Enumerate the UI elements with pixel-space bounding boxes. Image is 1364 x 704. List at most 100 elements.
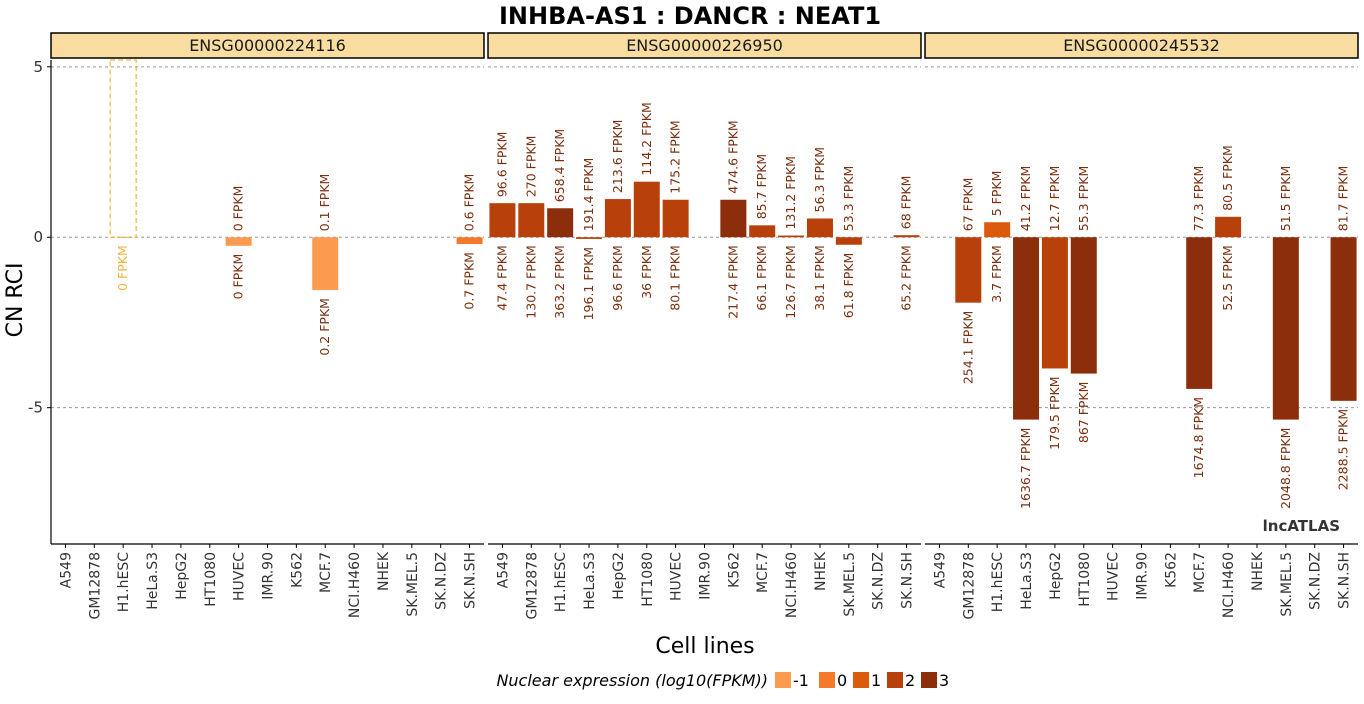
- legend-item: 2: [887, 671, 915, 690]
- bar-bottom-label: 38.1 FPKM: [812, 245, 827, 311]
- bar-top-label: 175.2 FPKM: [668, 120, 683, 193]
- x-tick-label: IMR.90: [1135, 552, 1151, 600]
- bar-top-label: 12.7 FPKM: [1047, 166, 1062, 232]
- bar-bottom-label: 2048.8 FPKM: [1278, 428, 1293, 509]
- bar-bottom-label: 217.4 FPKM: [725, 245, 740, 318]
- x-tick-label: SK.MEL.5: [842, 552, 858, 617]
- x-tick-label: SK.N.DZ: [871, 552, 887, 610]
- x-tick-label: IMR.90: [698, 552, 714, 600]
- bar: [518, 203, 545, 238]
- bar-bottom-label: 130.7 FPKM: [523, 245, 538, 318]
- legend-item: 3: [921, 671, 949, 690]
- y-tick-label: 0: [33, 228, 43, 246]
- x-tick-label: MCF.7: [1192, 552, 1208, 593]
- legend-label: 3: [939, 671, 949, 690]
- bar-top-label: 114.2 FPKM: [639, 102, 654, 175]
- y-tick-label: -5: [28, 399, 43, 417]
- y-axis-label: CN RCI: [3, 263, 28, 338]
- bar-top-label: 131.2 FPKM: [783, 156, 798, 229]
- bar: [633, 181, 660, 238]
- x-tick-label: HT1080: [1077, 552, 1093, 607]
- bar-bottom-label: 65.2 FPKM: [899, 245, 914, 311]
- bar-top-label: 53.3 FPKM: [841, 166, 856, 232]
- bar-top-label: 213.6 FPKM: [610, 120, 625, 193]
- bar: [576, 237, 603, 239]
- x-tick-label: SK.N.SH: [1337, 552, 1353, 609]
- bar: [955, 237, 982, 303]
- strip-label: ENSG00000226950: [626, 36, 783, 55]
- legend-swatch: [853, 672, 869, 688]
- bar: [456, 237, 483, 245]
- bar-top-label: 81.7 FPKM: [1336, 166, 1351, 232]
- bar-top-label: 0.1 FPKM: [317, 174, 332, 232]
- bar-bottom-label: 179.5 FPKM: [1047, 376, 1062, 449]
- bar-bottom-label: 126.7 FPKM: [783, 245, 798, 318]
- x-tick-label: NCI.H460: [784, 552, 800, 618]
- bar-top-label: 67 FPKM: [960, 178, 975, 232]
- panel-1: ENSG00000224116 5 0 -5 A549 GM12878 H1.hESC HeL…: [28, 32, 485, 619]
- bar-bottom-label: 61.8 FPKM: [841, 253, 856, 319]
- bar: [749, 225, 776, 238]
- bar: [547, 208, 574, 238]
- x-tick-label: SK.N.SH: [463, 552, 479, 609]
- bar-top-label: 658.4 FPKM: [552, 129, 567, 202]
- panels: ENSG00000224116 5 0 -5 A549 GM12878 H1.hESC HeL…: [28, 32, 1359, 619]
- legend-item: 0: [819, 671, 847, 690]
- bar: [1013, 237, 1040, 420]
- bar-top-label: 77.3 FPKM: [1191, 166, 1206, 232]
- x-tick-label: HT1080: [203, 552, 219, 607]
- bar: [489, 203, 516, 238]
- bar-top-label: 96.6 FPKM: [494, 132, 509, 198]
- bar: [893, 235, 920, 238]
- x-tick-label: GM12878: [524, 552, 540, 619]
- bar-bottom-label: 52.5 FPKM: [1220, 245, 1235, 311]
- bar-top-label: 55.3 FPKM: [1076, 166, 1091, 232]
- strip-label: ENSG00000245532: [1063, 36, 1220, 55]
- x-tick-label: NHEK: [813, 551, 829, 591]
- x-tick-label: K562: [726, 552, 742, 588]
- strip-label: ENSG00000224116: [189, 36, 346, 55]
- x-tick-label: A549: [932, 552, 948, 588]
- x-tick-label: HUVEC: [1106, 552, 1122, 601]
- x-tick-label: H1.hESC: [990, 552, 1006, 612]
- x-tick-label: MCF.7: [318, 552, 334, 593]
- x-tick-label: HepG2: [611, 552, 627, 600]
- x-tick-label: K562: [1163, 552, 1179, 588]
- bar: [604, 199, 631, 238]
- legend-title: Nuclear expression (log10(FPKM)): [496, 671, 768, 690]
- bar-bottom-label: 1674.8 FPKM: [1191, 397, 1206, 478]
- chart-title: INHBA-AS1 : DANCR : NEAT1: [499, 2, 881, 30]
- bar: [984, 222, 1011, 238]
- x-tick-label: H1.hESC: [116, 552, 132, 612]
- bar: [835, 237, 862, 245]
- bar-top-label: 68 FPKM: [899, 176, 914, 230]
- bar-top-label: 270 FPKM: [523, 136, 538, 198]
- bar-bottom-label: 0.7 FPKM: [462, 252, 477, 310]
- bar-bottom-label: 47.4 FPKM: [494, 245, 509, 311]
- bar: [806, 218, 833, 238]
- legend-swatch: [819, 672, 835, 688]
- bar-bottom-label: 66.1 FPKM: [754, 245, 769, 311]
- strip-box: [487, 32, 922, 59]
- bar: [1041, 237, 1068, 369]
- bar-bottom-label: 96.6 FPKM: [610, 245, 625, 311]
- bar-bottom-label: 196.1 FPKM: [581, 247, 596, 320]
- legend-label: -1: [793, 671, 809, 690]
- x-tick-label: GM12878: [961, 552, 977, 619]
- bar: [662, 199, 689, 238]
- x-tick-label: HeLa.S3: [145, 552, 161, 610]
- bar-top-label: 0.6 FPKM: [462, 174, 477, 232]
- x-tick-label: NCI.H460: [1221, 552, 1237, 618]
- legend-label: 1: [871, 671, 881, 690]
- bar-bottom-label: 1636.7 FPKM: [1018, 428, 1033, 509]
- x-tick-label: MCF.7: [755, 552, 771, 593]
- x-tick-label: HeLa.S3: [582, 552, 598, 610]
- y-tick-label: 5: [33, 58, 43, 76]
- bar-top-label: 191.4 FPKM: [581, 158, 596, 231]
- legend-swatch: [775, 672, 791, 688]
- legend: Nuclear expression (log10(FPKM)) -1 0 1 2 3: [496, 671, 949, 690]
- x-tick-label: SK.N.DZ: [434, 552, 450, 610]
- x-axis-label: Cell lines: [655, 634, 754, 659]
- bar-top-label: 56.3 FPKM: [812, 147, 827, 213]
